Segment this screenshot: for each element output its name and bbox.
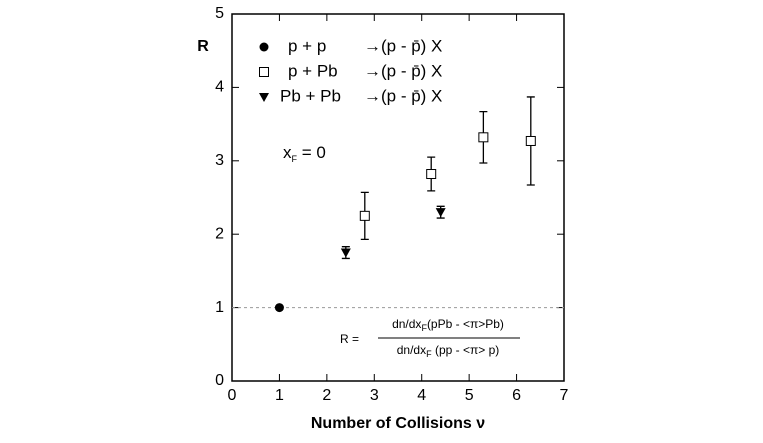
marker [259,42,269,52]
legend-reaction: →(p - p̄) X [364,36,442,55]
marker [478,132,489,143]
y-axis-label: R [197,38,209,55]
y-tick-label: 3 [215,152,224,169]
legend-label: Pb + Pb [280,86,341,105]
formula-denominator: dn/dxF (pp - <π> p) [397,343,500,359]
marker [426,169,437,180]
marker [340,248,351,258]
formula-sub: F [426,349,432,359]
y-tick-label: 5 [215,5,224,22]
formula-lhs: R = [340,332,359,346]
legend-reaction: →(p - p̄) X [364,86,442,105]
y-tick-label: 2 [215,225,224,242]
marker [359,210,370,221]
x-tick-label: 3 [370,387,379,404]
legend-reaction: →(p - p̄) X [364,61,442,80]
x-tick-label: 4 [417,387,426,404]
x-tick-label: 5 [465,387,474,404]
formula-text: (pp - <π> p) [432,343,500,357]
marker [259,93,269,102]
formula-sub: F [421,323,427,333]
annotation-sub: F [292,154,298,164]
marker [274,303,284,313]
plot-frame [231,13,565,382]
annotation-text: x [283,143,292,162]
x-tick-label: 0 [228,387,237,404]
y-tick-label: 1 [215,299,224,316]
legend-label: p + p [288,36,326,55]
y-tick-label: 0 [215,372,224,389]
x-tick-label: 6 [512,387,521,404]
y-tick-label: 4 [215,79,224,96]
marker [525,135,536,146]
marker [435,208,446,218]
x-axis-label: Number of Collisions ν [311,415,485,432]
annotation-text: = 0 [297,143,326,162]
formula-text: (pPb - <π>Pb) [427,317,504,331]
formula-text: dn/dx [392,317,421,331]
x-tick-label: 2 [322,387,331,404]
marker [259,67,269,77]
formula-text: dn/dx [397,343,426,357]
x-tick-label: 1 [275,387,284,404]
x-tick-label: 7 [560,387,569,404]
annotation: xF = 0 [283,143,326,164]
legend-label: p + Pb [288,61,338,80]
formula-numerator: dn/dxF(pPb - <π>Pb) [392,317,504,333]
